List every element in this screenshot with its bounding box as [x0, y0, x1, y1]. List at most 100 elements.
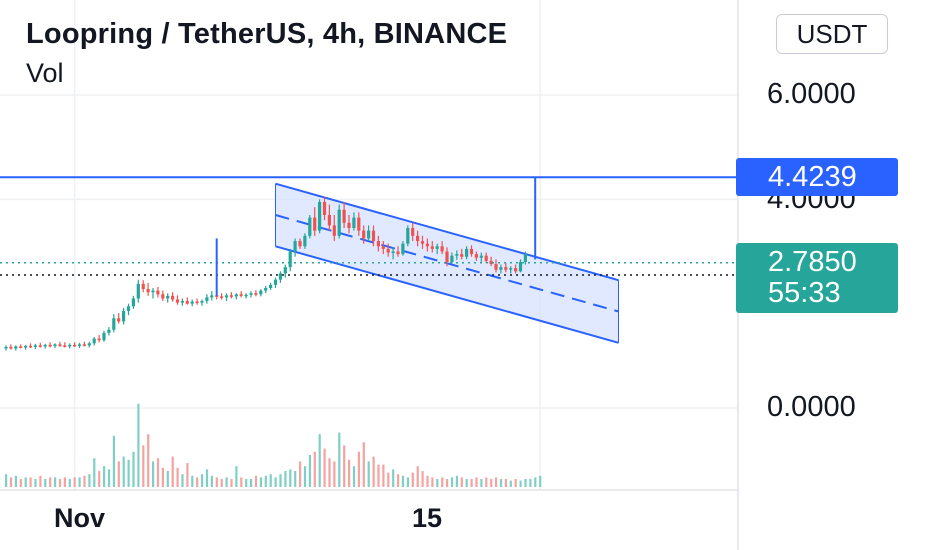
candle-body: [342, 209, 346, 223]
candle-body: [122, 310, 126, 322]
candle-body: [479, 255, 483, 258]
volume-bar: [480, 479, 483, 487]
volume-bar: [58, 479, 62, 487]
channel-upper-line[interactable]: [275, 182, 619, 282]
volume-bar: [186, 463, 189, 487]
candle-body: [484, 255, 488, 261]
candle-body: [161, 294, 165, 299]
volume-bar: [29, 477, 32, 487]
volume-bar: [529, 479, 532, 487]
candle-body: [136, 283, 140, 299]
candle-body: [386, 248, 390, 253]
volume-bar: [63, 477, 66, 487]
candle-body: [117, 318, 121, 322]
candle-body: [28, 345, 33, 348]
volume-bar: [382, 464, 385, 487]
candle-body: [347, 222, 351, 229]
volume-bar: [509, 480, 512, 487]
candle-body: [450, 255, 454, 262]
candle-body: [420, 241, 425, 244]
candle-body: [19, 346, 23, 348]
volume-bar: [83, 475, 86, 487]
candle-body: [381, 246, 385, 249]
volume-bar: [250, 479, 253, 487]
last-price-value: 2.7850: [768, 246, 857, 278]
volume-bar: [240, 477, 243, 487]
candle-body: [215, 295, 219, 297]
candle-body: [293, 241, 297, 252]
volume-bar: [441, 477, 444, 487]
volume-bar: [362, 442, 365, 487]
volume-bar: [254, 475, 258, 487]
candle-body: [244, 294, 248, 297]
horizontal-line-price-tag[interactable]: 4.4239: [736, 158, 898, 196]
candle-body: [396, 251, 400, 255]
volume-bar: [328, 458, 331, 487]
x-tick-label: 15: [412, 503, 443, 533]
candle-body: [318, 201, 322, 231]
candle-body: [445, 251, 449, 262]
candle-body: [332, 225, 336, 236]
candle-body: [126, 306, 131, 311]
volume-bar: [112, 435, 115, 487]
candle-body: [73, 344, 77, 347]
volume-bar: [524, 479, 527, 487]
candle-body: [494, 264, 498, 270]
volume-bar: [201, 474, 204, 487]
volume-bar: [171, 456, 174, 487]
volume-bar: [357, 451, 360, 487]
volume-bar: [313, 451, 316, 487]
candle-body: [185, 301, 189, 304]
candle-body: [38, 345, 42, 347]
bar-countdown: 55:33: [768, 277, 841, 309]
candle-body: [469, 248, 474, 255]
volume-bar: [259, 477, 262, 487]
volume-bar: [245, 479, 248, 487]
candle-body: [440, 246, 444, 252]
candle-body: [430, 246, 434, 249]
volume-bar: [269, 474, 272, 487]
candle-body: [131, 298, 135, 307]
candle-body: [24, 345, 28, 348]
volume-bar: [117, 461, 120, 487]
candle-body: [175, 299, 180, 303]
candle-body: [229, 295, 233, 297]
volume-bar: [338, 432, 341, 487]
volume-bar: [534, 477, 537, 487]
volume-bar: [406, 477, 409, 487]
volume-bar: [377, 464, 380, 487]
volume-bar: [98, 471, 101, 487]
volume-bar: [161, 467, 164, 487]
y-tick-label: 0.0000: [767, 391, 856, 423]
volume-bar: [225, 477, 228, 487]
volume-bar: [274, 477, 277, 487]
volume-bar: [54, 477, 57, 487]
volume-bar: [73, 477, 76, 487]
candle-body: [87, 343, 91, 346]
volume-indicator-label[interactable]: Vol: [26, 58, 64, 88]
candle-body: [288, 251, 292, 268]
currency-button[interactable]: USDT: [776, 14, 888, 54]
volume-bar: [230, 479, 233, 487]
candle-body: [156, 290, 160, 295]
volume-bar: [210, 475, 213, 487]
candle-body: [455, 254, 459, 256]
volume-bar: [78, 477, 81, 487]
volume-bar: [446, 479, 449, 487]
last-price-tag: 2.7850 55:33: [736, 243, 898, 313]
volume-bar: [14, 475, 17, 487]
candle-body: [406, 228, 410, 244]
volume-bar: [289, 469, 292, 487]
candle-body: [239, 294, 243, 296]
volume-bar: [137, 403, 140, 487]
volume-bar: [495, 477, 498, 487]
volume-bar: [303, 466, 307, 487]
volume-bar: [279, 474, 282, 487]
volume-bar: [475, 477, 478, 487]
candle-body: [322, 201, 327, 215]
channel-lower-line[interactable]: [275, 245, 619, 344]
candle-body: [151, 290, 155, 293]
candle-body: [4, 346, 8, 349]
